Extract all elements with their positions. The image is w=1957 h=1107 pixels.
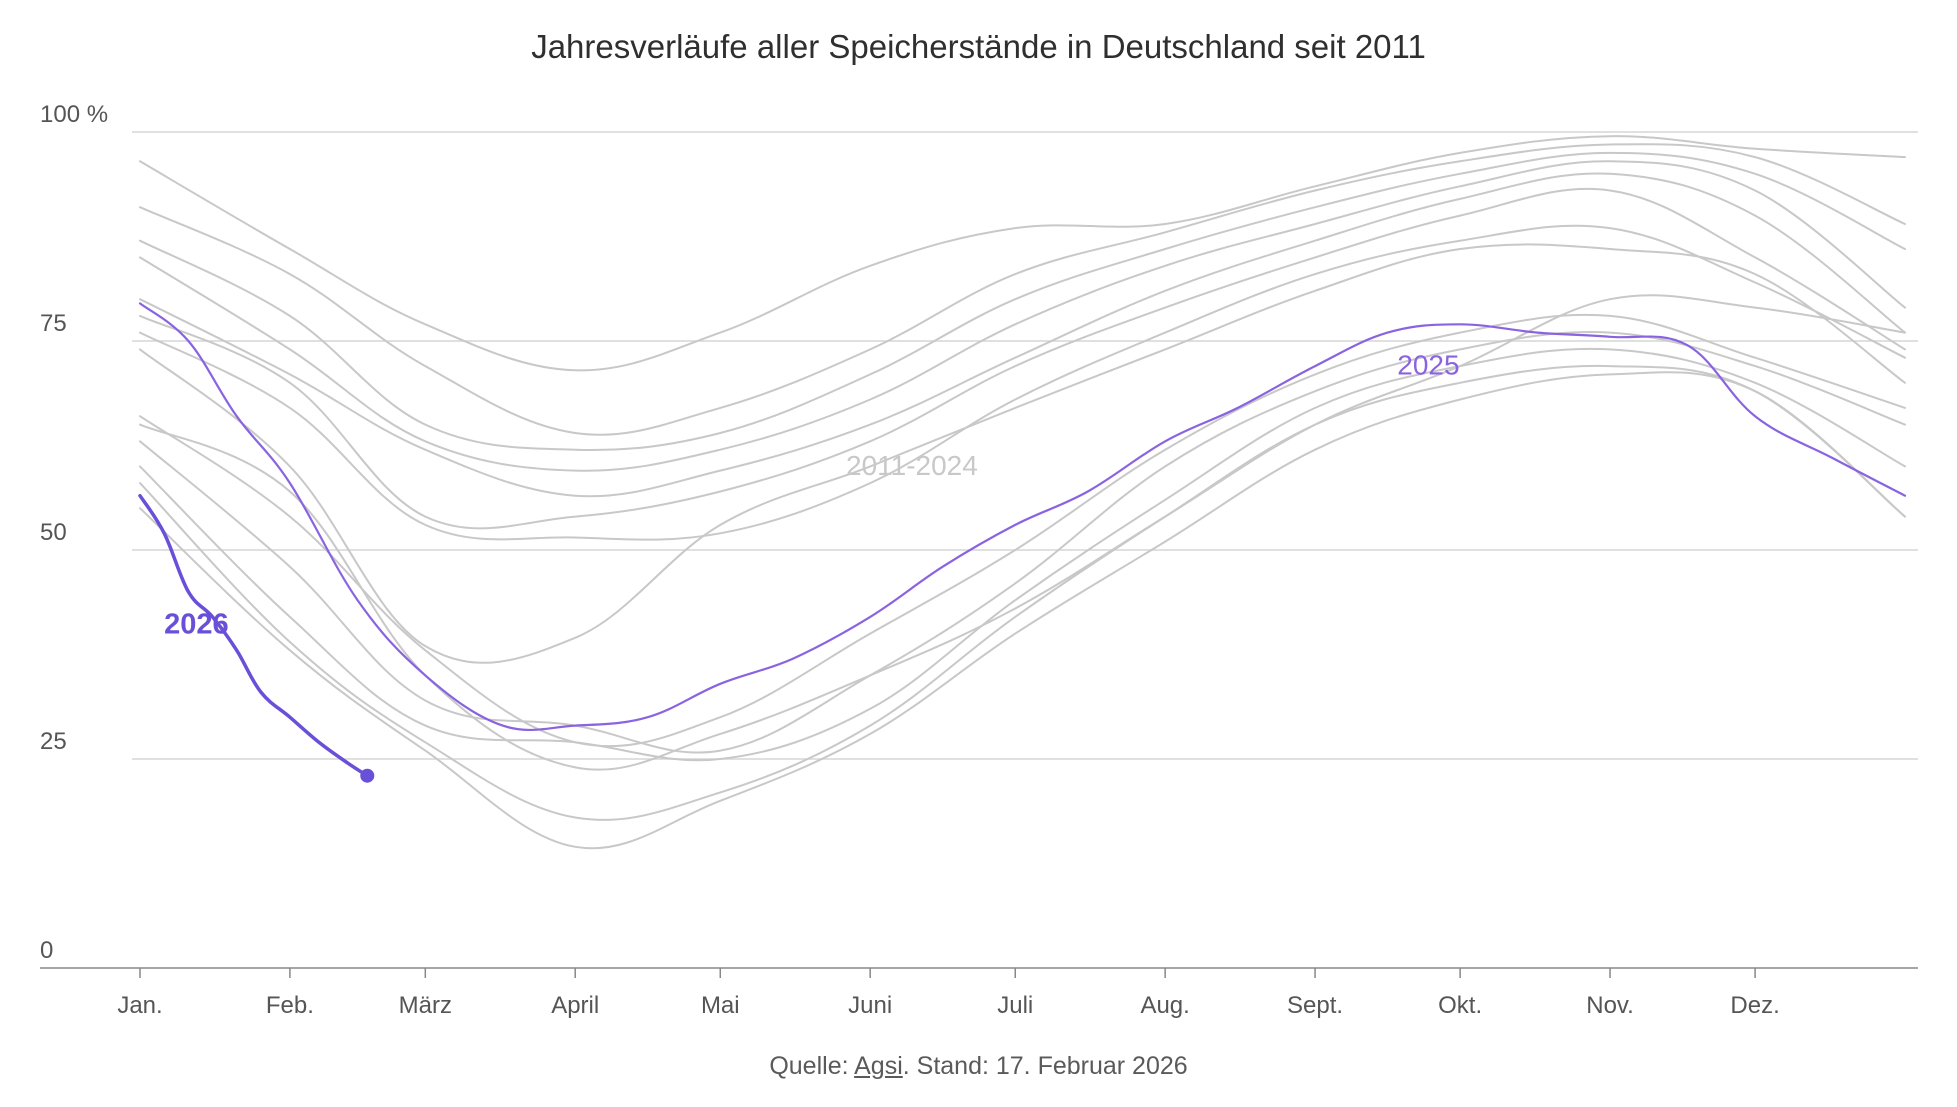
series-line-background-6 bbox=[139, 224, 1906, 541]
series-line-background-5 bbox=[139, 187, 1906, 530]
x-tick-label-Nov.: Nov. bbox=[1586, 992, 1634, 1019]
y-tick-label-50: 50 bbox=[40, 519, 67, 546]
x-tick-label-Dez.: Dez. bbox=[1730, 992, 1779, 1019]
x-tick-label-Aug.: Aug. bbox=[1140, 992, 1189, 1019]
x-tick-label-Mai: Mai bbox=[701, 992, 740, 1019]
y-tick-label-0: 0 bbox=[40, 937, 53, 964]
y-tick-label-75: 75 bbox=[40, 310, 67, 337]
series-line-background-2 bbox=[139, 151, 1906, 451]
chart-title: Jahresverläufe aller Speicherstände in D… bbox=[531, 28, 1426, 65]
series-line-background-4 bbox=[139, 172, 1906, 498]
series-line-2025 bbox=[138, 302, 1907, 732]
x-tick-label-März: März bbox=[399, 992, 452, 1019]
series-line-background-9 bbox=[139, 331, 1906, 754]
source-link[interactable]: Agsi bbox=[854, 1052, 903, 1080]
series-line-2026 bbox=[138, 493, 370, 778]
source-suffix: . Stand: 17. Februar 2026 bbox=[902, 1052, 1188, 1080]
annotation-2025: 2025 bbox=[1397, 349, 1459, 380]
y-tick-label-100: 100 % bbox=[40, 101, 108, 128]
x-tick-label-Juli: Juli bbox=[997, 992, 1033, 1019]
series-line-background-12 bbox=[139, 371, 1906, 850]
series-line-background-7 bbox=[139, 243, 1906, 664]
series-line-background-13 bbox=[139, 294, 1906, 771]
annotation-2026: 2026 bbox=[164, 609, 229, 641]
grid-layer bbox=[132, 131, 1918, 760]
x-axis: Jan. Feb. März April Mai Juni Juli Aug. Sept. Okt… bbox=[40, 967, 1918, 1019]
y-tick-label-25: 25 bbox=[40, 728, 67, 755]
y-tick-labels: 0 25 50 75 100 % bbox=[40, 101, 108, 964]
x-tick-label-Juni: Juni bbox=[848, 992, 892, 1019]
chart-source: Quelle: Agsi. Stand: 17. Februar 2026 bbox=[0, 1052, 1957, 1081]
series-line-background-3 bbox=[139, 160, 1906, 472]
series-line-background-11 bbox=[139, 364, 1906, 821]
x-tick-label-Okt.: Okt. bbox=[1438, 992, 1482, 1019]
series-end-marker-2026 bbox=[360, 768, 375, 783]
x-tick-label-Sept.: Sept. bbox=[1287, 992, 1343, 1019]
x-tick-label-Jan.: Jan. bbox=[117, 992, 162, 1019]
x-tick-label-April: April bbox=[551, 992, 599, 1019]
annotation-layer: 2011-2024 2025 2026 bbox=[164, 349, 1459, 640]
series-line-background-0 bbox=[139, 135, 1906, 372]
source-prefix: Quelle: bbox=[769, 1052, 855, 1080]
highlight-series-layer bbox=[138, 302, 1907, 783]
annotation-2011-2024: 2011-2024 bbox=[846, 450, 978, 481]
series-line-background-1 bbox=[139, 143, 1906, 436]
x-tick-label-Feb.: Feb. bbox=[266, 992, 314, 1019]
background-series-layer bbox=[139, 135, 1906, 850]
series-line-background-8 bbox=[139, 313, 1906, 748]
series-line-background-10 bbox=[139, 347, 1906, 762]
